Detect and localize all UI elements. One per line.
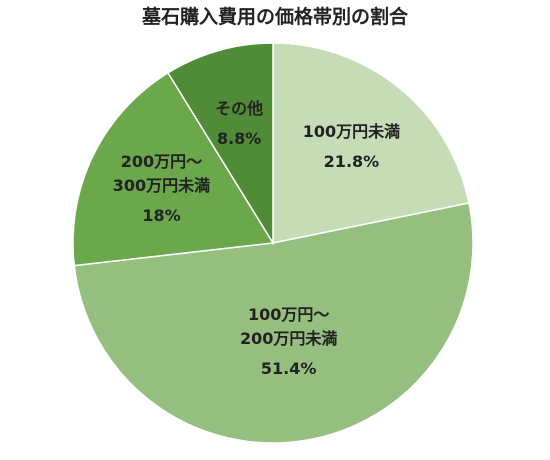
value-label: 8.8% (216, 128, 262, 148)
chart-title: 墓石購入費用の価格帯別の割合 (141, 6, 408, 28)
slice-label: 100万円未満 21.8% (303, 120, 400, 174)
pie-slice (166, 42, 274, 246)
category-label: 100万円～ 200万円未満 (239, 304, 338, 348)
value-label: 51.4% (260, 358, 317, 378)
category-label: 100万円未満 (302, 121, 401, 141)
category-label: 200万円～ 300万円未満 (112, 151, 211, 195)
pie-slice (73, 202, 474, 444)
value-label: 18% (142, 205, 181, 225)
slice-label: 100万円～ 200万円未満 51.4% (240, 303, 337, 381)
pie-slice (72, 71, 275, 267)
slice-label: 200万円～ 300万円未満 18% (113, 150, 210, 228)
value-label: 21.8% (323, 151, 380, 171)
category-label: その他 (215, 98, 264, 118)
slice-label: その他 8.8% (215, 97, 263, 151)
pie-slice (272, 42, 470, 244)
